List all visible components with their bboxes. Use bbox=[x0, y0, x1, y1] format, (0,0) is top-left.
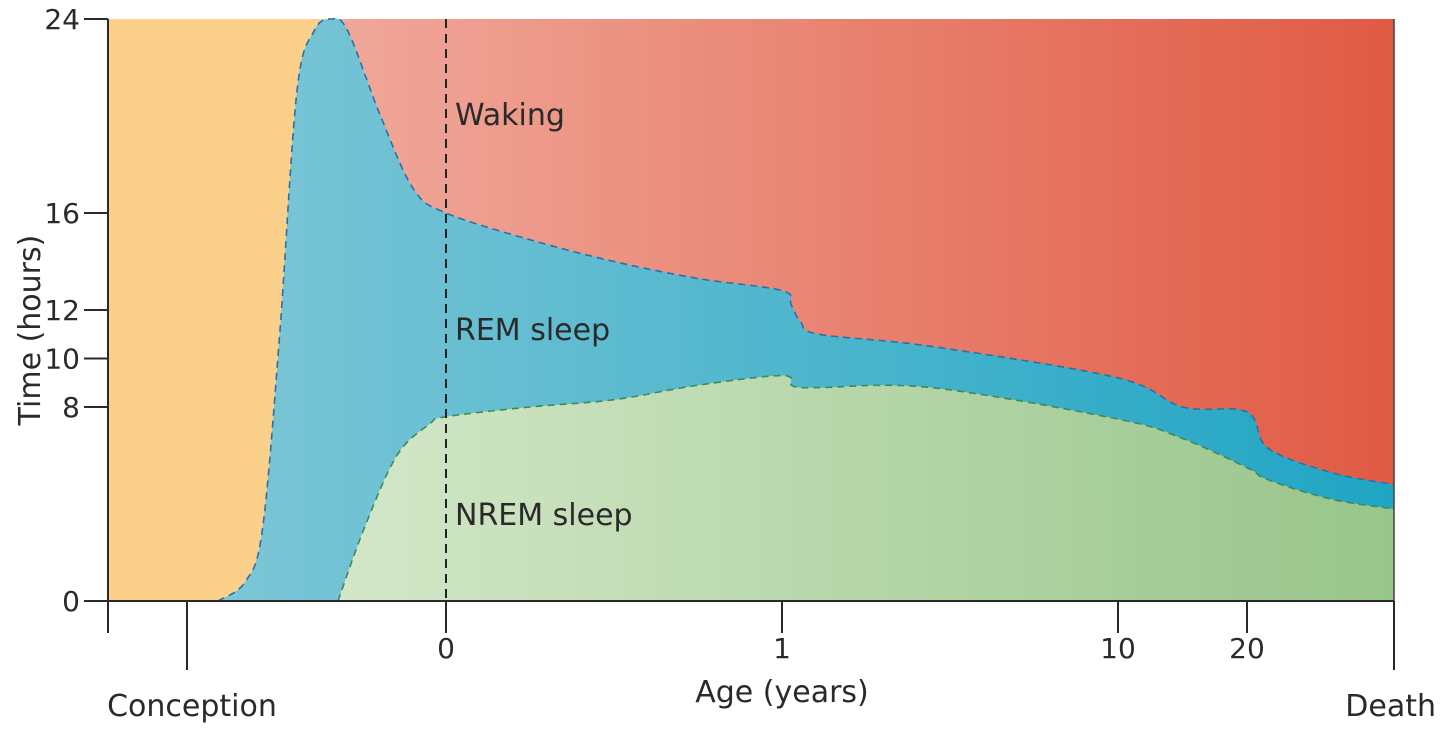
waking-label: Waking bbox=[455, 98, 565, 133]
x-tick-label: 1 bbox=[773, 632, 791, 665]
x-tick-label: 10 bbox=[1100, 632, 1136, 665]
death-label: Death bbox=[1345, 689, 1436, 724]
nrem-sleep-outline bbox=[337, 374, 1395, 602]
y-tick-label: 10 bbox=[44, 343, 80, 376]
y-axis-ticks: 0 8 10 12 16 24 bbox=[44, 3, 108, 618]
rem-sleep-outline bbox=[217, 17, 1395, 602]
nrem-sleep-label: NREM sleep bbox=[455, 498, 633, 533]
conception-label: Conception bbox=[107, 689, 277, 724]
x-tick-label: 0 bbox=[437, 632, 455, 665]
y-tick-label: 8 bbox=[62, 391, 80, 424]
y-axis-title: Time (hours) bbox=[13, 235, 48, 427]
x-axis-ticks: 0 1 10 20 bbox=[107, 601, 1395, 670]
y-tick-label: 0 bbox=[62, 585, 80, 618]
nrem-sleep-area bbox=[338, 375, 1394, 601]
y-tick-label: 16 bbox=[44, 197, 80, 230]
y-tick-label: 24 bbox=[44, 3, 80, 36]
y-tick-label: 12 bbox=[44, 294, 80, 327]
rem-sleep-label: REM sleep bbox=[455, 313, 610, 348]
x-axis-title: Age (years) bbox=[695, 675, 869, 710]
x-tick-label: 20 bbox=[1229, 632, 1265, 665]
